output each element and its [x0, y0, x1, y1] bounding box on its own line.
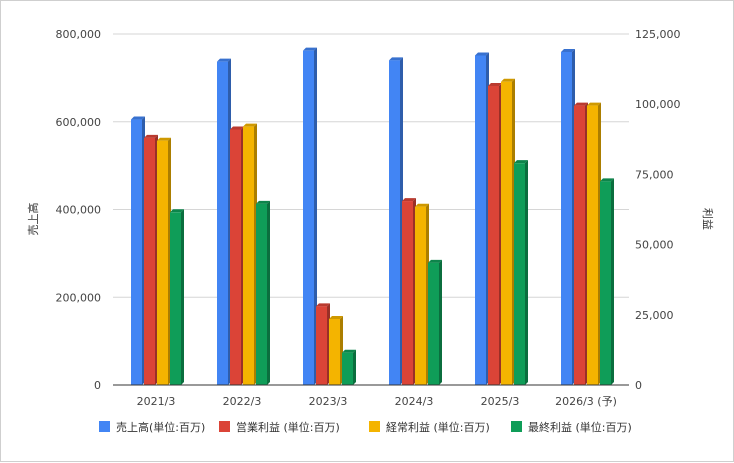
- bar-top-face: [574, 102, 588, 106]
- bar: [514, 163, 525, 385]
- bar-side-face: [353, 349, 356, 385]
- y-tick-label: 800,000: [56, 28, 102, 41]
- y-tick-label: 0: [94, 379, 101, 392]
- y2-tick-label: 25,000: [635, 309, 674, 322]
- legend-swatch: [219, 421, 230, 432]
- bar-top-face: [303, 47, 317, 51]
- legend-swatch: [99, 421, 110, 432]
- legend: 売上高(単位:百万) 営業利益 (単位:百万) 経常利益 (単位:百万) 最終利益 (…: [99, 420, 632, 434]
- bar-top-face: [256, 200, 270, 204]
- x-tick-label: 2025/3: [481, 395, 520, 408]
- bar: [342, 352, 353, 385]
- left-axis-title: 売上高: [26, 203, 40, 236]
- bar-top-face: [243, 123, 257, 127]
- bar-side-face: [611, 178, 614, 385]
- gridlines: [113, 33, 629, 298]
- bar: [402, 201, 413, 385]
- bar: [217, 61, 228, 386]
- bar-side-face: [314, 47, 317, 386]
- legend-swatch: [369, 421, 380, 432]
- bar: [415, 206, 426, 385]
- bar-top-face: [561, 48, 575, 52]
- bar-top-face: [428, 259, 442, 263]
- bar: [230, 129, 241, 385]
- y-tick-label: 200,000: [56, 291, 102, 304]
- y2-tick-label: 100,000: [635, 98, 681, 111]
- left-axis-ticks: 0 200,000 400,000 600,000 800,000: [56, 28, 102, 392]
- bar: [501, 81, 512, 386]
- x-tick-label: 2026/3 (予): [555, 395, 617, 408]
- bar-top-face: [514, 160, 528, 164]
- bar: [303, 50, 314, 386]
- bar: [389, 60, 400, 385]
- y2-tick-label: 50,000: [635, 239, 674, 252]
- legend-swatch: [511, 421, 522, 432]
- bar-top-face: [488, 82, 502, 86]
- bar: [574, 105, 585, 385]
- bar-top-face: [217, 58, 231, 62]
- bar-top-face: [144, 134, 158, 138]
- bar-top-face: [587, 102, 601, 106]
- bar-side-face: [525, 160, 528, 385]
- bar: [428, 262, 439, 385]
- legend-label: 売上高(単位:百万): [116, 420, 205, 434]
- bar-top-face: [230, 126, 244, 130]
- bar-top-face: [131, 116, 145, 120]
- y2-tick-label: 75,000: [635, 168, 674, 181]
- bar: [144, 137, 155, 385]
- bar: [561, 51, 572, 386]
- bar: [329, 319, 340, 385]
- bar: [243, 126, 254, 385]
- bar-side-face: [267, 200, 270, 385]
- x-tick-label: 2023/3: [309, 395, 348, 408]
- x-tick-label: 2024/3: [395, 395, 434, 408]
- right-axis-ticks: 0 25,000 50,000 75,000 100,000 125,000: [635, 28, 681, 392]
- bar-top-face: [600, 178, 614, 182]
- bar: [256, 203, 267, 385]
- bar: [587, 105, 598, 385]
- legend-label: 経常利益 (単位:百万): [386, 420, 490, 434]
- bar: [131, 119, 142, 386]
- bar-top-face: [389, 57, 403, 61]
- bar-top-face: [342, 349, 356, 353]
- bar-top-face: [501, 78, 515, 82]
- bar-top-face: [170, 209, 184, 213]
- y2-tick-label: 125,000: [635, 28, 681, 41]
- bar-top-face: [402, 198, 416, 202]
- bar-top-face: [415, 203, 429, 207]
- bar-top-face: [329, 316, 343, 320]
- bar-side-face: [439, 259, 442, 385]
- bars: [131, 47, 614, 386]
- x-axis-ticks: 2021/3 2022/3 2023/3 2024/3 2025/3 2026/3 (予): [137, 395, 617, 408]
- y-tick-label: 600,000: [56, 116, 102, 129]
- legend-label: 最終利益 (単位:百万): [528, 420, 632, 434]
- x-tick-label: 2022/3: [223, 395, 262, 408]
- x-tick-label: 2021/3: [137, 395, 176, 408]
- bar: [600, 181, 611, 385]
- y2-tick-label: 0: [635, 379, 642, 392]
- bar-top-face: [157, 137, 171, 141]
- right-axis-title: 利益: [701, 208, 715, 230]
- bar: [316, 306, 327, 385]
- bar-top-face: [475, 52, 489, 56]
- bar-side-face: [181, 209, 184, 385]
- bar: [157, 140, 168, 385]
- bar-top-face: [316, 303, 330, 307]
- bar: [475, 55, 486, 385]
- legend-label: 営業利益 (単位:百万): [236, 420, 340, 434]
- bar: [488, 85, 499, 385]
- bar: [170, 212, 181, 385]
- y-tick-label: 400,000: [56, 204, 102, 217]
